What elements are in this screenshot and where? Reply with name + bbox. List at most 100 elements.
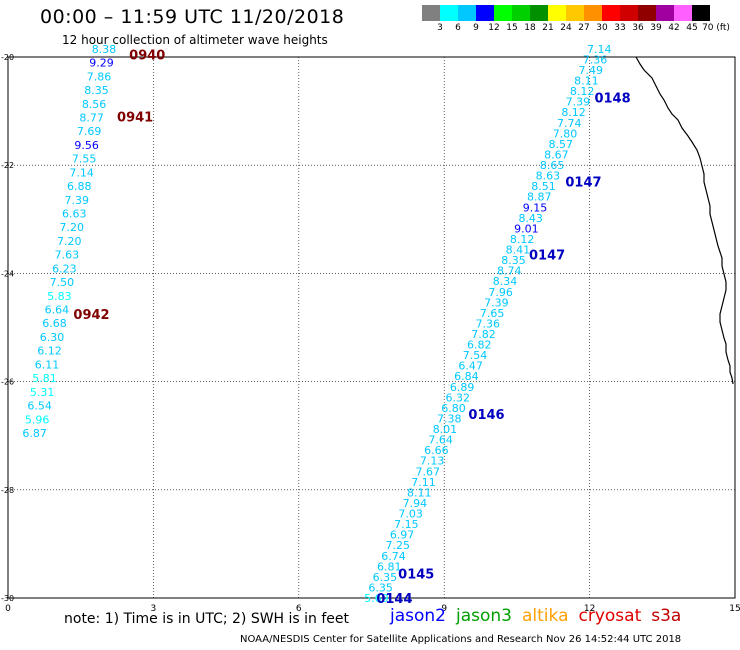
wave-height-value: 6.82 [467, 339, 492, 352]
legend-label: 21 [542, 23, 554, 33]
wave-height-value: 6.35 [373, 571, 398, 584]
wave-height-value: 6.89 [450, 381, 475, 394]
wave-height-value: 7.74 [557, 117, 582, 130]
wave-height-value: 6.54 [27, 400, 52, 413]
coastline [635, 56, 734, 385]
legend-swatch [422, 5, 440, 21]
legend-swatch [476, 5, 494, 21]
satellite-label: jason2 [390, 606, 446, 626]
wave-height-value: 8.77 [79, 111, 104, 124]
wave-height-value: 6.74 [381, 550, 406, 563]
wave-height-value: 7.94 [403, 497, 428, 510]
wave-height-value: 9.15 [523, 201, 548, 214]
legend-swatch [656, 5, 674, 21]
satellite-label: s3a [651, 606, 682, 626]
wave-height-value: 6.63 [62, 208, 87, 221]
legend-swatch [566, 5, 584, 21]
x-tick-label: 15 [729, 604, 740, 614]
wave-height-value: 7.65 [480, 307, 505, 320]
wave-height-value: 7.55 [72, 153, 97, 166]
wave-height-value: 6.87 [22, 427, 47, 440]
wave-height-value: 8.87 [527, 191, 552, 204]
wave-height-value: 8.35 [84, 84, 109, 97]
pass-time-label: 0941 [117, 111, 153, 126]
wave-height-value: 6.97 [390, 529, 415, 542]
wave-height-value: 8.74 [497, 265, 522, 278]
wave-height-value: 8.11 [574, 75, 599, 88]
legend-label: 33 [614, 23, 626, 33]
legend-label: 24 [560, 23, 572, 33]
wave-height-value: 6.81 [377, 560, 402, 573]
wave-height-value: 6.66 [424, 444, 449, 457]
wave-height-value: 8.57 [548, 138, 573, 151]
wave-height-value: 9.56 [74, 139, 99, 152]
y-tick-label: -30 [1, 594, 14, 603]
wave-height-value: 8.51 [531, 180, 556, 193]
grid-lines [8, 57, 735, 598]
legend-swatch [458, 5, 476, 21]
wave-height-value: 8.43 [518, 212, 543, 225]
credit-text: NOAA/NESDIS Center for Satellite Applica… [240, 634, 682, 645]
legend-label: 39 [650, 23, 662, 33]
wave-height-value: 7.82 [471, 328, 496, 341]
wave-height-value: 7.13 [420, 455, 445, 468]
pass-time-label: 0144 [376, 592, 412, 607]
pass-time-label: 0146 [468, 408, 504, 423]
y-tick-label: -26 [1, 378, 14, 387]
x-tick-label: 3 [151, 604, 157, 614]
wave-height-value: 8.34 [493, 275, 518, 288]
pass-time-label: 0942 [73, 308, 109, 323]
wave-height-value: 5.31 [30, 386, 55, 399]
wave-height-value: 7.20 [60, 221, 85, 234]
pass-time-label: 0147 [565, 175, 601, 190]
y-tick-label: -22 [1, 161, 14, 170]
wave-height-value: 7.15 [394, 518, 419, 531]
pass-time-label: 0147 [529, 248, 565, 263]
map-subtitle: 12 hour collection of altimeter wave hei… [62, 33, 328, 47]
legend-label: 18 [524, 23, 536, 33]
wave-height-value: 7.14 [587, 43, 612, 56]
wave-height-value: 7.36 [476, 317, 501, 330]
legend-swatches [422, 5, 710, 21]
satellite-label: jason3 [456, 606, 512, 626]
axis-ticks: 0 3 6 9 12 15 -20 -22 -24 -26 -28 -30 [1, 53, 740, 614]
legend-label: 15 [506, 23, 518, 33]
wave-height-value: 7.11 [411, 476, 436, 489]
legend-swatch [602, 5, 620, 21]
legend-labels: 3 6 9 12 15 18 21 24 27 30 33 36 39 42 45 70 (ft) [422, 21, 730, 35]
pass-time-label: 0940 [129, 48, 165, 63]
wave-height-value: 6.32 [446, 391, 471, 404]
track-west: 8.389.297.868.358.568.777.699.567.557.14… [22, 43, 116, 440]
y-tick-label: -28 [1, 486, 14, 495]
plot-frame [7, 56, 736, 599]
legend-label: 45 [686, 23, 698, 33]
legend-label: 42 [668, 23, 680, 33]
wave-height-value: 8.01 [433, 423, 458, 436]
legend-label: 6 [455, 23, 461, 33]
wave-height-value: 8.38 [92, 43, 117, 56]
legend-swatch [692, 5, 710, 21]
wave-height-value: 8.12 [510, 233, 535, 246]
color-legend: 3 6 9 12 15 18 21 24 27 30 33 36 39 42 45 70 (ft) [422, 5, 730, 35]
wave-height-value: 7.67 [416, 465, 441, 478]
wave-height-value: 8.12 [570, 85, 595, 98]
pass-labels: 0940 0941 0942 0148 0147 0147 0146 0145 0144 [73, 48, 630, 607]
wave-height-value: 6.11 [35, 358, 60, 371]
wave-height-value: 7.14 [69, 166, 94, 179]
wave-height-value: 6.12 [37, 345, 62, 358]
wave-height-value: 7.96 [488, 286, 513, 299]
legend-label: 70 (ft) [702, 23, 730, 33]
wave-height-value: 6.84 [454, 370, 479, 383]
wave-height-value: 5.83 [47, 290, 72, 303]
wave-height-value: 6.64 [45, 304, 70, 317]
y-tick-label: -20 [1, 53, 14, 62]
legend-swatch [512, 5, 530, 21]
pass-time-label: 0148 [594, 92, 630, 107]
wave-height-value: 8.12 [561, 106, 586, 119]
legend-label: 9 [473, 23, 479, 33]
legend-label: 12 [488, 23, 500, 33]
wave-height-value: 6.30 [40, 331, 65, 344]
wave-height-value: 8.56 [82, 98, 107, 111]
wave-height-value: 8.11 [407, 486, 432, 499]
